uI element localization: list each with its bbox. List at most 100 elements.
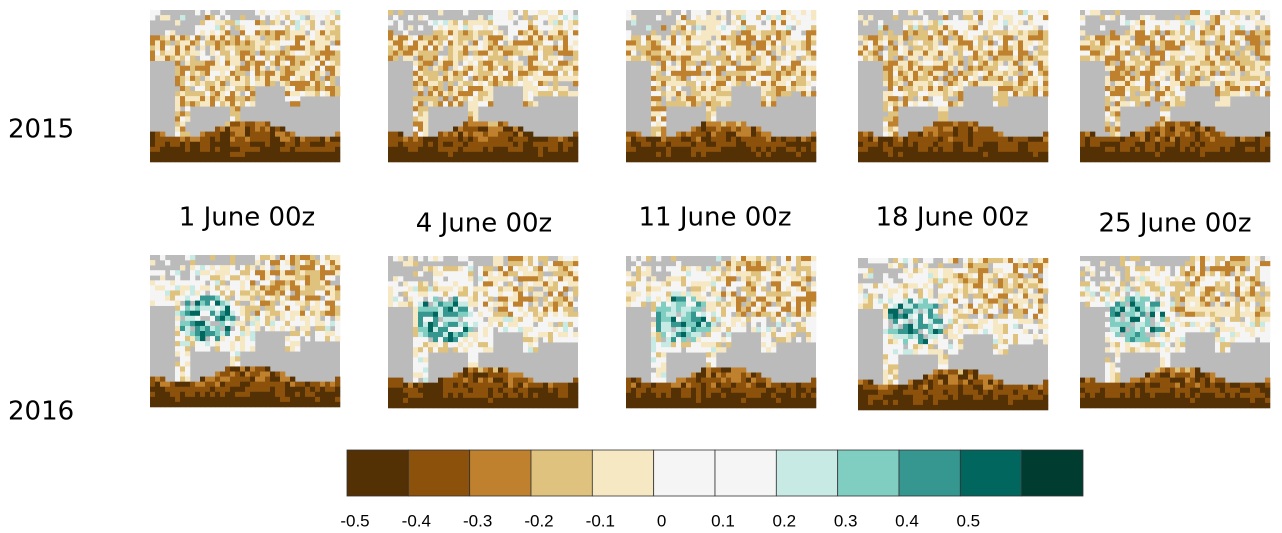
map-cell (315, 151, 321, 158)
map-cell (736, 55, 742, 61)
map-cell (210, 396, 216, 403)
map-cell (1033, 65, 1039, 72)
map-cell (771, 45, 777, 51)
map-cell (568, 40, 574, 46)
map-cell (498, 80, 504, 87)
map-cell (473, 25, 479, 31)
map-cell (1170, 156, 1176, 163)
map-cell (330, 75, 336, 82)
map-cell (968, 121, 974, 127)
map-cell (736, 70, 742, 77)
map-cell (448, 286, 454, 292)
map-cell (696, 70, 702, 77)
map-cell (305, 50, 311, 56)
map-cell (1225, 20, 1231, 26)
map-cell (335, 396, 341, 403)
map-cell (691, 91, 697, 97)
map-cell (295, 25, 301, 31)
map-cell (646, 156, 652, 163)
map-cell (811, 40, 817, 46)
map-cell (315, 156, 321, 163)
map-cell (1140, 86, 1146, 92)
map-cell (508, 151, 514, 158)
map-cell (503, 50, 509, 56)
map-cell (731, 40, 737, 46)
map-cell (418, 101, 424, 107)
map-cell (175, 126, 181, 132)
map-cell (771, 75, 777, 82)
map-cell (215, 131, 221, 137)
map-cell (330, 151, 336, 158)
map-cell (671, 141, 677, 148)
map-cell (270, 55, 276, 61)
map-cell (160, 151, 166, 158)
map-cell (943, 126, 949, 132)
map-cell (250, 391, 256, 398)
map-cell (443, 35, 449, 41)
map-cell (983, 15, 989, 21)
map-cell (1150, 70, 1156, 77)
map-cell (761, 75, 767, 82)
map-cell (1170, 45, 1176, 51)
map-cell (776, 65, 782, 72)
map-cell (548, 91, 554, 97)
map-cell (1008, 65, 1014, 72)
map-cell (563, 256, 569, 262)
map-cell (315, 15, 321, 21)
map-cell (493, 70, 499, 77)
map-cell (751, 15, 757, 21)
map-cell (310, 40, 316, 46)
map-cell (155, 295, 161, 301)
map-cell (448, 101, 454, 107)
map-cell (463, 281, 469, 287)
map-cell (691, 55, 697, 61)
map-cell (736, 25, 742, 31)
map-cell (978, 40, 984, 46)
map-cell (300, 391, 306, 398)
map-cell (488, 146, 494, 153)
map-cell (533, 156, 539, 163)
map-cell (631, 141, 637, 148)
map-cell (533, 40, 539, 46)
map-cell (315, 55, 321, 61)
map-cell (1135, 96, 1141, 102)
map-cell (185, 156, 191, 163)
map-cell (220, 376, 226, 382)
map-cell (756, 136, 762, 143)
map-cell (285, 91, 291, 97)
map-cell (1110, 86, 1116, 92)
map-cell (310, 310, 316, 317)
map-cell (1180, 75, 1186, 82)
map-cell (215, 126, 221, 132)
map-cell (513, 60, 519, 67)
map-cell (801, 60, 807, 67)
map-cell (225, 386, 231, 393)
map-cell (681, 30, 687, 36)
map-cell (573, 70, 579, 77)
map-cell (903, 45, 909, 51)
map-cell (265, 396, 271, 403)
map-cell (205, 10, 211, 16)
map-cell (1150, 136, 1156, 143)
map-cell (325, 50, 331, 56)
map-cell (220, 336, 226, 342)
map-cell (973, 60, 979, 67)
map-cell (240, 285, 246, 291)
map-cell (776, 86, 782, 92)
map-cell (503, 271, 509, 277)
map-cell (1100, 55, 1106, 61)
map-cell (928, 101, 934, 107)
map-cell (458, 55, 464, 61)
map-cell (478, 131, 484, 137)
map-cell (250, 121, 256, 127)
map-cell (508, 50, 514, 56)
map-cell (300, 265, 306, 271)
map-cell (1120, 60, 1126, 67)
map-cell (310, 70, 316, 77)
map-cell (453, 101, 459, 107)
map-cell (220, 60, 226, 67)
map-cell (706, 136, 712, 143)
row-label: 2016 (8, 397, 74, 427)
map-cell (275, 131, 281, 137)
map-cell (938, 121, 944, 127)
